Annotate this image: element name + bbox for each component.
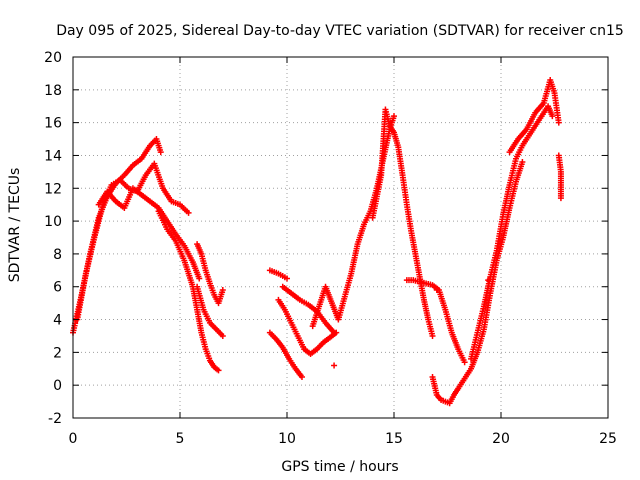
axis-ticks [72, 56, 609, 419]
series-track-16 [506, 76, 562, 156]
series-track-5 [194, 241, 226, 307]
data-marks [70, 76, 564, 407]
series-track-13 [403, 277, 468, 366]
x-tick-label: 10 [278, 431, 296, 447]
scatter-point [215, 367, 222, 374]
scatter-point [549, 113, 556, 120]
y-tick-label: 8 [53, 247, 62, 263]
series-track-14 [429, 159, 526, 407]
y-tick-label: 20 [44, 50, 62, 66]
series-track-1 [70, 136, 164, 336]
scatter-point [298, 373, 305, 380]
y-tick-label: 4 [53, 313, 62, 329]
tick-labels: 0 5 10 15 20 25 -2 0 2 4 6 8 10 12 14 16 18 20 [44, 50, 617, 447]
scatter-point [555, 119, 562, 126]
scatter-point [331, 362, 338, 369]
y-tick-label: 2 [53, 345, 62, 361]
grid-lines [73, 57, 608, 418]
scatter-point [461, 359, 468, 366]
scatter-point [219, 287, 226, 294]
x-tick-label: 0 [69, 431, 78, 447]
series-track-10 [275, 296, 340, 358]
scatter-point [157, 149, 164, 156]
y-tick-label: 10 [44, 214, 62, 230]
scatter-point [557, 195, 564, 202]
scatter-point [196, 275, 203, 282]
x-tick-label: 20 [492, 431, 510, 447]
scatter-point [219, 332, 226, 339]
series-track-17 [555, 152, 564, 202]
scatter-point [333, 329, 340, 336]
y-tick-label: 12 [44, 181, 62, 197]
y-tick-label: -2 [48, 411, 62, 427]
y-tick-label: 16 [44, 116, 62, 132]
scatter-point [391, 113, 397, 120]
series-track-18 [331, 277, 492, 369]
scatter-point [485, 277, 492, 284]
y-tick-label: 0 [53, 378, 62, 394]
x-tick-label: 15 [385, 431, 403, 447]
series-track-4 [155, 208, 222, 374]
y-axis-title: SDTVAR / TECUs [7, 168, 23, 283]
scatter-point [429, 332, 436, 339]
y-tick-label: 14 [44, 148, 62, 164]
plot-frame [72, 56, 609, 419]
series-track-7 [266, 267, 290, 282]
chart-title: Day 095 of 2025, Sidereal Day-to-day VTE… [56, 23, 624, 39]
series-track-15 [468, 103, 556, 362]
scatter-point [433, 287, 440, 294]
x-tick-label: 5 [176, 431, 185, 447]
y-tick-label: 6 [53, 280, 62, 296]
scatter-point [185, 209, 192, 216]
scatter-point [284, 275, 290, 282]
scatter-point [519, 159, 526, 166]
series-track-12 [369, 106, 436, 339]
x-axis-title: GPS time / hours [281, 459, 398, 475]
series-track-9 [266, 329, 305, 380]
x-tick-label: 25 [599, 431, 617, 447]
series-track-3 [95, 185, 203, 282]
y-tick-label: 18 [44, 83, 62, 99]
series-track-6 [194, 283, 226, 339]
